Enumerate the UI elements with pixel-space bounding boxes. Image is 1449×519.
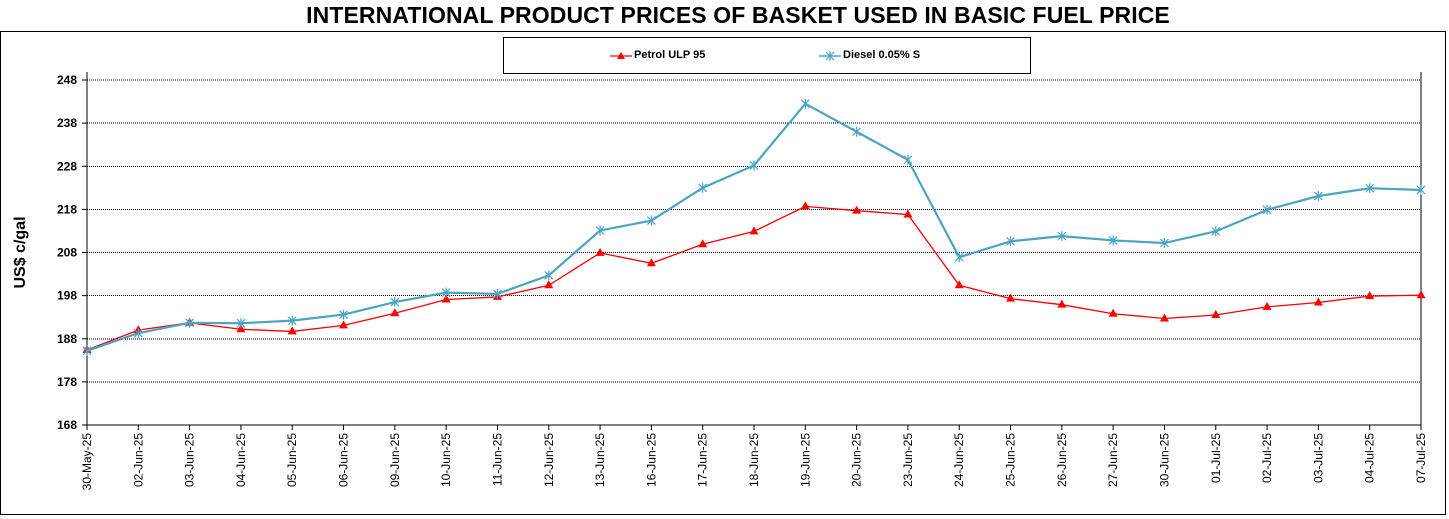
- series-0-point-21: [1159, 313, 1169, 322]
- legend-item-petrol: Petrol ULP 95: [610, 48, 705, 64]
- series-1-point-1: [133, 328, 143, 339]
- x-tick-label-23: 02-Jul-25: [1260, 433, 1274, 483]
- series-0-point-10: [595, 247, 605, 256]
- series-1-point-25: [1365, 183, 1375, 194]
- x-tick-label-7: 10-Jun-25: [439, 433, 453, 487]
- series-1-point-17: [954, 252, 964, 263]
- series-0-point-6: [390, 308, 400, 317]
- x-tick-label-18: 25-Jun-25: [1004, 433, 1018, 487]
- series-0-point-26: [1416, 290, 1426, 299]
- x-tick-label-17: 24-Jun-25: [952, 433, 966, 487]
- series-0-point-14: [800, 201, 810, 210]
- x-tick-label-1: 02-Jun-25: [131, 433, 145, 487]
- legend-label-petrol: Petrol ULP 95: [634, 49, 706, 61]
- series-1-point-5: [339, 309, 348, 320]
- series-1-point-10: [595, 225, 605, 236]
- y-tick-label-248: 248: [57, 73, 77, 87]
- y-tick-label-228: 228: [57, 159, 77, 173]
- series-1-point-3: [236, 318, 246, 329]
- series-0-point-24: [1313, 297, 1323, 306]
- series-0-point-5: [339, 320, 349, 329]
- series-0-point-4: [287, 326, 297, 335]
- x-tick-label-8: 11-Jun-25: [490, 433, 504, 486]
- series-1-point-2: [185, 317, 195, 328]
- series-0-point-7: [441, 294, 451, 303]
- x-tick-label-19: 26-Jun-25: [1055, 433, 1069, 487]
- x-tick-label-25: 04-Jul-25: [1363, 433, 1377, 483]
- x-tick-label-26: 07-Jul-25: [1414, 433, 1428, 483]
- y-tick-label-208: 208: [57, 246, 77, 260]
- series-0-point-17: [954, 280, 964, 289]
- series-0-point-18: [1006, 293, 1016, 302]
- chart-frame: [0, 31, 1446, 515]
- y-tick-label-238: 238: [57, 116, 77, 130]
- x-tick-label-0: 30-May-25: [80, 433, 94, 491]
- legend-label-diesel: Diesel 0.05% S: [843, 49, 921, 61]
- series-0-point-16: [903, 209, 913, 218]
- x-tick-label-22: 01-Jul-25: [1209, 433, 1223, 483]
- x-tick-label-6: 09-Jun-25: [388, 433, 402, 487]
- series-1-point-16: [903, 154, 913, 165]
- y-tick-label-168: 168: [57, 418, 77, 432]
- x-tick-label-4: 05-Jun-25: [285, 433, 299, 487]
- y-axis-title: US$ c/gal: [12, 216, 29, 288]
- x-tick-label-2: 03-Jun-25: [183, 433, 197, 487]
- x-tick-label-10: 13-Jun-25: [593, 433, 607, 487]
- series-0-point-11: [646, 258, 656, 267]
- series-0-point-25: [1365, 291, 1375, 300]
- x-tick-label-21: 30-Jun-25: [1157, 433, 1171, 487]
- x-tick-label-5: 06-Jun-25: [337, 433, 351, 487]
- series-1-point-14: [800, 98, 810, 109]
- series-1-point-0: [82, 345, 92, 356]
- series-0-point-13: [749, 226, 759, 235]
- series-1-point-4: [287, 315, 297, 326]
- series-0-point-23: [1262, 301, 1272, 310]
- series-1-point-18: [1006, 236, 1015, 247]
- x-tick-label-13: 18-Jun-25: [747, 433, 761, 487]
- x-tick-label-24: 03-Jul-25: [1311, 433, 1325, 483]
- series-0-point-22: [1211, 310, 1221, 319]
- series-0-point-3: [236, 324, 246, 333]
- series-1-point-6: [390, 297, 400, 308]
- series-1-point-8: [493, 288, 502, 299]
- x-tick-label-16: 23-Jun-25: [901, 433, 915, 487]
- series-1-point-15: [852, 126, 862, 137]
- y-tick-label-188: 188: [57, 332, 77, 346]
- series-1-point-26: [1416, 184, 1426, 195]
- x-tick-label-15: 20-Jun-25: [850, 433, 864, 487]
- x-tick-label-3: 04-Jun-25: [234, 433, 248, 487]
- x-tick-label-12: 17-Jun-25: [696, 433, 710, 487]
- series-1-point-22: [1211, 226, 1221, 237]
- legend-petrol-swatch: [610, 52, 632, 59]
- series-1-point-19: [1057, 231, 1067, 242]
- series-1-point-9: [544, 270, 554, 281]
- series-1-point-7: [441, 287, 451, 298]
- x-tick-label-9: 12-Jun-25: [542, 433, 556, 487]
- series-1-point-12: [698, 182, 708, 193]
- x-tick-label-14: 19-Jun-25: [798, 433, 812, 487]
- series-1-point-21: [1160, 238, 1169, 249]
- series-1-point-13: [749, 160, 759, 171]
- x-tick-label-11: 16-Jun-25: [644, 433, 658, 487]
- chart-title: INTERNATIONAL PRODUCT PRICES OF BASKET U…: [306, 2, 1170, 28]
- y-tick-label-198: 198: [57, 289, 77, 303]
- legend-diesel-swatch: [819, 51, 841, 61]
- series-0-point-9: [544, 280, 554, 289]
- y-tick-label-218: 218: [57, 202, 77, 216]
- legend-item-diesel: Diesel 0.05% S: [819, 48, 920, 64]
- series-0-point-12: [698, 239, 708, 248]
- x-tick-label-20: 27-Jun-25: [1106, 433, 1120, 487]
- series-1-point-23: [1262, 204, 1272, 215]
- series-1-point-11: [646, 215, 656, 226]
- legend: Petrol ULP 95 Diesel 0.05% S: [503, 37, 1031, 74]
- series-1-point-20: [1108, 235, 1118, 246]
- series-1-point-24: [1313, 191, 1323, 202]
- series-0-point-19: [1057, 299, 1067, 308]
- series-0-point-15: [852, 205, 862, 214]
- y-tick-label-178: 178: [57, 375, 77, 389]
- series-0-point-20: [1108, 308, 1118, 317]
